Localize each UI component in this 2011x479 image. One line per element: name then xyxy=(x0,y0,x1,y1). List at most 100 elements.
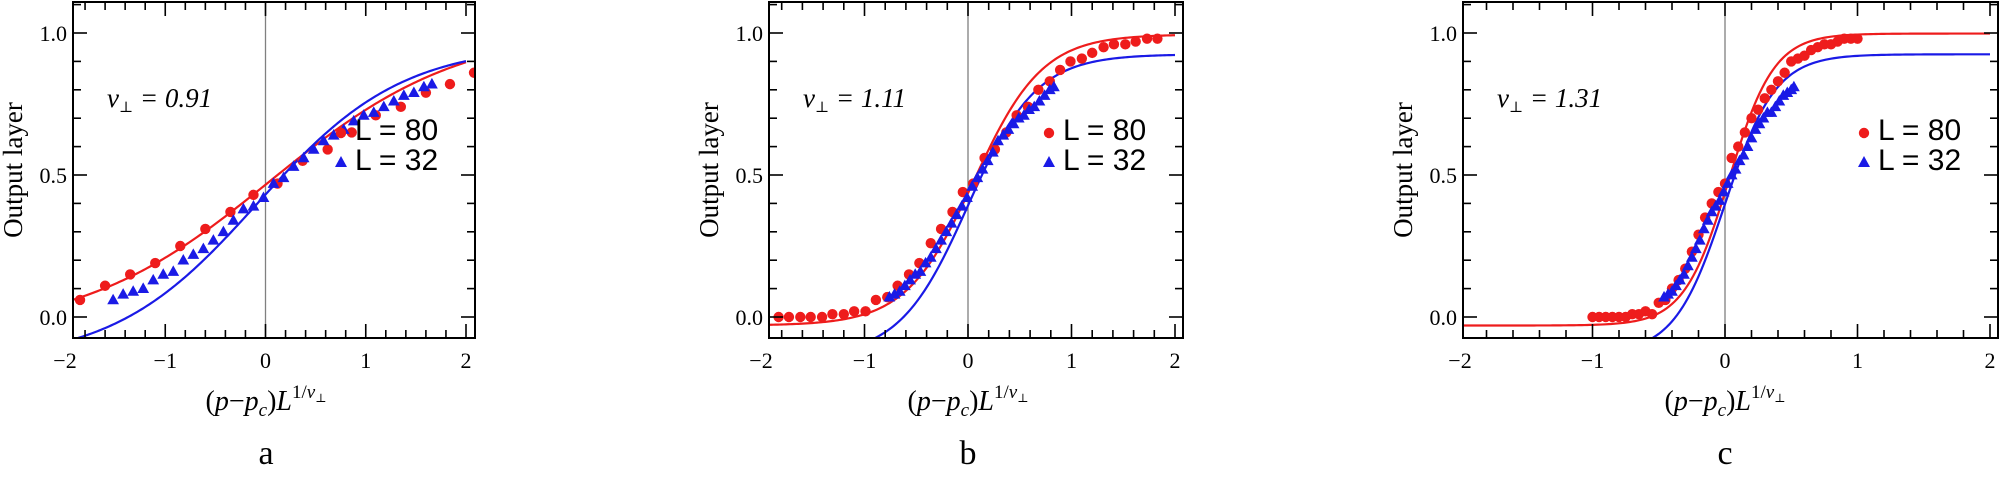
data-point xyxy=(124,269,136,280)
legend-entry: L = 32 xyxy=(1878,144,1961,177)
data-point xyxy=(795,311,806,323)
panel-b: −2 −1 0 1 2 0.0 0.5 1.0 Output layer (p−pc)L1/ν⊥ ν… xyxy=(694,1,1184,472)
data-point xyxy=(397,89,410,100)
data-point xyxy=(992,134,1004,146)
legend-circle-marker xyxy=(1858,127,1870,139)
data-point xyxy=(1772,76,1784,87)
data-point xyxy=(805,311,816,323)
data-point xyxy=(1765,106,1778,117)
data-point xyxy=(225,206,236,218)
data-point xyxy=(127,285,140,296)
y-tick-label: 1.0 xyxy=(736,21,764,46)
data-point xyxy=(827,308,838,320)
data-point xyxy=(346,127,357,138)
x-tick-label: 2 xyxy=(1170,348,1181,373)
data-point xyxy=(1054,64,1066,76)
data-point xyxy=(1745,131,1758,143)
data-point xyxy=(1721,177,1734,188)
data-point xyxy=(1726,152,1737,164)
data-point xyxy=(919,256,932,268)
data-point xyxy=(816,311,828,323)
data-point xyxy=(1705,205,1718,217)
x-tick-label: 0 xyxy=(1720,348,1731,373)
data-point xyxy=(893,285,906,296)
data-point xyxy=(1733,154,1746,166)
data-point xyxy=(267,177,280,188)
data-point xyxy=(848,306,860,317)
data-point xyxy=(1737,148,1750,160)
fit-curve-l80 xyxy=(769,34,1176,326)
data-point xyxy=(407,86,420,97)
data-point xyxy=(347,114,360,126)
legend: L = 80L = 32 xyxy=(1858,114,1961,177)
data-point xyxy=(971,171,984,183)
legend-triangle-marker xyxy=(1858,156,1870,167)
data-point xyxy=(1753,117,1766,129)
data-point xyxy=(157,268,170,279)
nu-annotation: ν⊥ = 1.31 xyxy=(1497,83,1602,116)
data-point xyxy=(1038,89,1051,100)
data-point xyxy=(52,295,62,305)
data-point xyxy=(1076,53,1088,64)
data-point xyxy=(187,248,200,259)
data-point xyxy=(1141,33,1153,44)
data-point xyxy=(1729,163,1742,174)
data-point xyxy=(327,129,340,140)
data-point xyxy=(955,200,968,211)
legend-triangle-marker xyxy=(335,156,347,167)
panel-letter: b xyxy=(960,435,977,472)
legend-entry: L = 32 xyxy=(1063,144,1146,177)
y-tick-label: 0.5 xyxy=(40,163,68,188)
data-point xyxy=(248,189,259,201)
data-point xyxy=(1152,33,1163,44)
data-point xyxy=(950,208,963,220)
data-point xyxy=(1087,47,1098,59)
y-tick-label: 0.5 xyxy=(1430,163,1458,188)
plot-area xyxy=(769,33,1176,338)
x-tick-label: 1 xyxy=(1852,348,1863,373)
data-point xyxy=(1033,84,1044,96)
data-point xyxy=(322,144,333,155)
x-tick-label: 2 xyxy=(1985,348,1996,373)
data-point xyxy=(1713,194,1726,205)
data-point xyxy=(1130,36,1141,47)
data-point xyxy=(367,106,380,117)
data-point xyxy=(317,134,330,146)
data-point xyxy=(177,254,190,265)
data-point xyxy=(287,160,300,171)
data-point xyxy=(1666,285,1678,296)
data-point xyxy=(1023,103,1035,115)
data-point xyxy=(1120,39,1131,50)
data-point xyxy=(1697,222,1710,234)
data-point xyxy=(935,234,947,245)
data-point xyxy=(1689,242,1702,254)
data-point xyxy=(1048,80,1060,92)
x-tick-label: −2 xyxy=(53,348,76,373)
legend-circle-marker xyxy=(335,127,347,139)
data-point xyxy=(137,282,150,293)
data-point xyxy=(976,163,989,174)
data-point xyxy=(1766,84,1777,96)
data-point xyxy=(1769,100,1782,112)
data-point xyxy=(1779,67,1790,78)
data-point xyxy=(107,293,120,305)
data-point xyxy=(961,191,973,203)
data-point xyxy=(1678,268,1690,279)
data-point xyxy=(197,242,210,254)
axes-frame xyxy=(768,1,1184,339)
data-point xyxy=(468,67,475,78)
data-point xyxy=(1709,200,1722,211)
y-axis-label: Output layer xyxy=(1388,102,1418,238)
y-tick-label: 0.0 xyxy=(736,305,764,330)
plot-area xyxy=(1463,32,1990,338)
data-point xyxy=(1674,273,1686,285)
data-point xyxy=(986,146,999,157)
data-point xyxy=(1717,185,1730,197)
y-tick-label: 0.0 xyxy=(1430,305,1458,330)
panel-c: −2 −1 0 1 2 0.0 0.5 1.0 Output layer (p−pc)L1/ν⊥ ν… xyxy=(1388,1,1999,472)
legend-entry: L = 32 xyxy=(355,144,438,177)
data-point xyxy=(930,242,942,254)
data-point xyxy=(1098,42,1109,53)
x-tick-label: 2 xyxy=(461,348,472,373)
